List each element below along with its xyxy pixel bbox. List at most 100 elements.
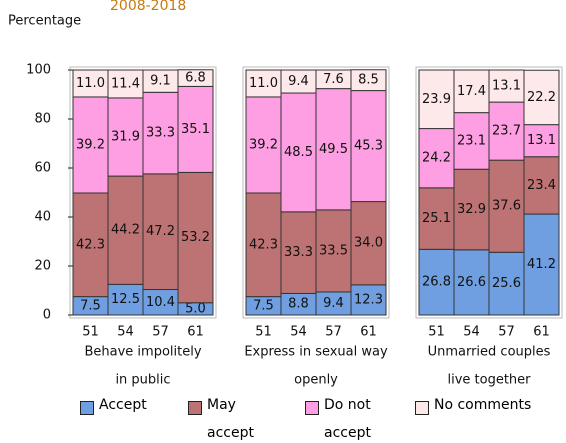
value-label: 23.4 [527,178,556,193]
value-label: 9.4 [323,296,344,311]
x-axis-label: openly [294,373,338,388]
bar-segment [350,201,387,286]
value-label: 33.5 [319,243,348,258]
value-label: 12.5 [111,292,140,307]
x-tick-label: 51 [255,325,272,340]
value-label: 12.3 [354,292,383,307]
value-label: 25.6 [492,276,521,291]
x-axis-label: Express in sexual way [244,345,388,360]
value-label: 23.9 [422,92,451,107]
value-label: 31.9 [111,130,140,145]
y-tick-label: 20 [34,259,51,274]
x-tick-label: 61 [187,325,204,340]
value-label: 7.5 [253,298,274,313]
value-label: 33.3 [284,245,313,260]
bar-segment [523,69,560,126]
value-label: 49.5 [319,142,348,157]
value-label: 39.2 [76,137,105,152]
bar-segment [523,156,560,215]
value-label: 7.6 [323,72,344,87]
legend: Accept May accept Do not accept No comments [0,397,566,443]
value-label: 26.6 [457,275,486,290]
value-label: 23.1 [457,133,486,148]
bar-segment [523,213,560,316]
value-label: 53.2 [181,230,210,245]
bar-segment [177,171,214,304]
legend-label: Do not accept [324,397,371,441]
value-label: 42.3 [249,237,278,252]
value-label: 9.1 [150,74,171,89]
bar-segment [107,283,144,316]
chart-title: 2008-2018 [110,0,186,14]
bar-segment [142,91,179,175]
value-label: 34.0 [354,236,383,251]
value-label: 13.1 [527,133,556,148]
value-label: 22.2 [527,90,556,105]
legend-label: Accept [99,397,147,413]
value-label: 6.8 [185,71,206,86]
x-axis-label: Behave impolitely [84,345,201,360]
y-tick-label: 100 [26,63,51,78]
bar-segment [488,159,525,253]
x-tick-label: 54 [290,325,307,340]
legend-swatch [188,401,202,415]
value-label: 33.3 [146,126,175,141]
value-label: 32.9 [457,202,486,217]
bar-segment [280,211,317,294]
legend-item: Accept [80,397,169,419]
y-tick-label: 80 [34,112,51,127]
value-label: 17.4 [457,84,486,99]
value-label: 10.4 [146,295,175,310]
value-label: 39.2 [249,137,278,152]
panel-frame [69,66,217,319]
x-axis-label: live together [447,373,531,388]
bar-segment [523,124,560,158]
value-label: 37.6 [492,199,521,214]
value-label: 7.5 [80,298,101,313]
bar-segment [350,284,387,316]
y-tick-label: 60 [34,161,51,176]
value-label: 41.2 [527,257,556,272]
value-label: 8.5 [358,73,379,88]
value-label: 23.7 [492,124,521,139]
value-label: 44.2 [111,223,140,238]
value-label: 25.1 [422,211,451,226]
bar-segment [72,69,109,98]
legend-swatch [80,401,94,415]
value-label: 48.5 [284,145,313,160]
bar-segment [245,96,282,194]
bar-segment [72,96,109,194]
legend-swatch [305,401,319,415]
legend-item: No comments [415,397,566,419]
bar-segment [350,69,387,92]
value-label: 24.2 [422,151,451,166]
bar-segment [72,192,109,298]
panel-frame [242,66,390,319]
x-tick-label: 54 [117,325,134,340]
bar-segment [453,112,490,170]
legend-item: May accept [188,397,254,443]
x-axis-label: in public [115,373,170,388]
bar-segment [107,175,144,285]
bar-segment [488,251,525,316]
bar-segment [418,187,455,250]
bar-segment [177,69,214,87]
bar-segment [245,192,282,298]
value-label: 9.4 [288,74,309,89]
legend-swatch [415,401,429,415]
x-tick-label: 54 [463,325,480,340]
value-label: 47.2 [146,224,175,239]
value-label: 45.3 [354,139,383,154]
value-label: 5.0 [185,301,206,316]
y-tick-label: 0 [43,308,51,323]
x-tick-label: 57 [325,325,342,340]
x-tick-label: 57 [498,325,515,340]
bar-segment [142,289,179,316]
value-label: 11.4 [111,76,140,91]
value-label: 13.1 [492,79,521,94]
chart: 2008-2018 Percentage 0 20 40 60 80 100 7.5 42.3… [8,0,563,388]
x-tick-label: 61 [360,325,377,340]
bar-segment [453,69,490,114]
bar-segment [418,69,455,130]
value-label: 26.8 [422,275,451,290]
